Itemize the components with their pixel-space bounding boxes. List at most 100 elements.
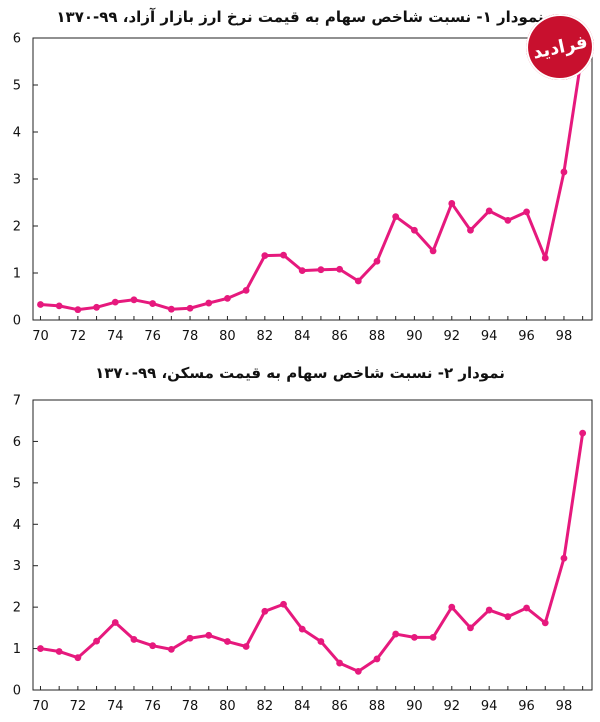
data-point [392, 630, 400, 638]
y-tick-label: 2 [13, 601, 21, 616]
x-tick-label: 74 [107, 699, 124, 714]
data-point [336, 659, 344, 667]
data-point [467, 226, 474, 234]
data-point [242, 643, 250, 650]
data-point [541, 254, 549, 262]
y-tick-label: 4 [13, 518, 21, 533]
data-point [392, 213, 400, 221]
data-point [167, 646, 175, 653]
x-tick-label: 70 [32, 699, 49, 714]
data-point [448, 603, 456, 611]
x-tick-label: 80 [219, 699, 236, 714]
x-tick-label: 96 [518, 699, 535, 714]
data-point [74, 654, 82, 662]
y-tick-label: 2 [13, 220, 21, 235]
data-point [93, 637, 100, 645]
x-tick-label: 86 [331, 329, 348, 344]
data-point [317, 638, 325, 645]
y-tick-label: 0 [13, 684, 21, 699]
data-point [242, 286, 250, 294]
y-tick-label: 5 [13, 476, 21, 491]
x-tick-label: 98 [556, 699, 573, 714]
data-point [186, 634, 194, 642]
data-point [485, 606, 493, 614]
series-line [38, 431, 585, 673]
x-tick-label: 74 [107, 329, 124, 344]
x-tick-label: 72 [70, 329, 87, 344]
data-point [298, 267, 306, 275]
data-point [560, 168, 568, 176]
y-tick-label: 3 [13, 559, 21, 574]
data-point [448, 200, 456, 207]
data-point [205, 631, 213, 639]
data-point [111, 619, 119, 626]
data-point [167, 305, 175, 313]
y-tick-label: 3 [13, 173, 21, 188]
data-point [504, 613, 512, 621]
data-point [186, 304, 194, 312]
y-tick-label: 6 [13, 435, 21, 450]
plot-frame [32, 399, 593, 691]
x-tick-label: 92 [444, 329, 461, 344]
data-point [560, 554, 568, 562]
x-tick-label: 88 [369, 699, 386, 714]
data-point [317, 266, 325, 274]
data-point [541, 619, 549, 627]
data-point [410, 633, 418, 641]
x-tick-label: 78 [182, 699, 199, 714]
x-tick-label: 96 [518, 329, 535, 344]
data-point [373, 257, 381, 265]
data-point [149, 642, 157, 650]
data-point [93, 303, 100, 311]
x-tick-label: 82 [257, 329, 274, 344]
data-point [74, 306, 82, 314]
y-tick-label: 1 [13, 267, 21, 282]
data-point [354, 277, 362, 285]
data-point [130, 636, 138, 643]
data-point [429, 247, 437, 255]
data-point [485, 207, 493, 215]
x-tick-label: 92 [444, 699, 461, 714]
data-point [579, 429, 587, 437]
data-point [111, 298, 119, 306]
data-point [429, 633, 437, 641]
x-tick-label: 90 [406, 329, 423, 344]
y-tick-label: 5 [13, 79, 21, 94]
data-point [280, 251, 287, 259]
x-tick-label: 76 [144, 699, 161, 714]
data-point [205, 299, 213, 307]
data-point [37, 301, 44, 308]
data-point [55, 302, 63, 310]
x-tick-label: 94 [481, 329, 498, 344]
x-tick-label: 94 [481, 699, 498, 714]
x-tick-label: 70 [32, 329, 49, 344]
x-tick-label: 72 [70, 699, 87, 714]
data-point [130, 296, 138, 304]
data-point [523, 208, 530, 216]
data-point [467, 624, 474, 632]
x-tick-label: 78 [182, 329, 199, 344]
x-tick-label: 84 [294, 699, 311, 714]
chart-2-title: نمودار ۲- نسبت شاخص سهام به قیمت مسکن، ۹… [95, 364, 505, 382]
data-point [410, 226, 418, 234]
x-tick-label: 90 [406, 699, 423, 714]
x-tick-label: 98 [556, 329, 573, 344]
data-point [224, 294, 231, 302]
data-point [224, 638, 231, 645]
data-point [298, 625, 306, 633]
data-point [55, 648, 63, 655]
data-point [280, 600, 287, 608]
data-point [37, 645, 44, 652]
x-tick-label: 84 [294, 329, 311, 344]
x-tick-label: 88 [369, 329, 386, 344]
data-point [354, 667, 362, 675]
x-tick-label: 82 [257, 699, 274, 714]
x-tick-label: 80 [219, 329, 236, 344]
data-point [149, 300, 157, 307]
data-point [261, 607, 269, 615]
data-point [336, 265, 344, 273]
y-tick-label: 4 [13, 126, 21, 141]
data-point [523, 604, 530, 612]
x-tick-label: 86 [331, 699, 348, 714]
